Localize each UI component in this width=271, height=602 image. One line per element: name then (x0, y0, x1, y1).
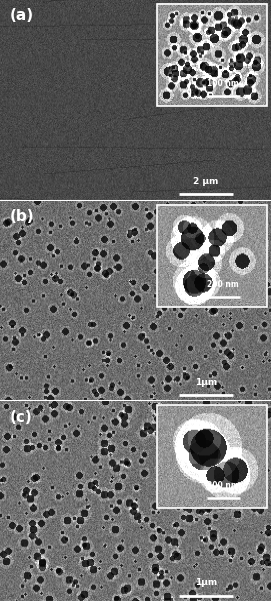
Text: 200 nm: 200 nm (207, 280, 239, 289)
Text: (b): (b) (10, 209, 35, 224)
Text: 1μm: 1μm (195, 378, 217, 386)
Bar (157, 405, 267, 508)
Text: (a): (a) (10, 8, 34, 23)
Bar (157, 205, 267, 307)
Text: 1μm: 1μm (195, 579, 217, 588)
Text: (c): (c) (10, 409, 33, 424)
Text: 200 nm: 200 nm (207, 481, 239, 490)
Text: 2 μm: 2 μm (193, 177, 219, 186)
Text: 100 nm: 100 nm (207, 79, 239, 88)
Bar (157, 4, 267, 107)
